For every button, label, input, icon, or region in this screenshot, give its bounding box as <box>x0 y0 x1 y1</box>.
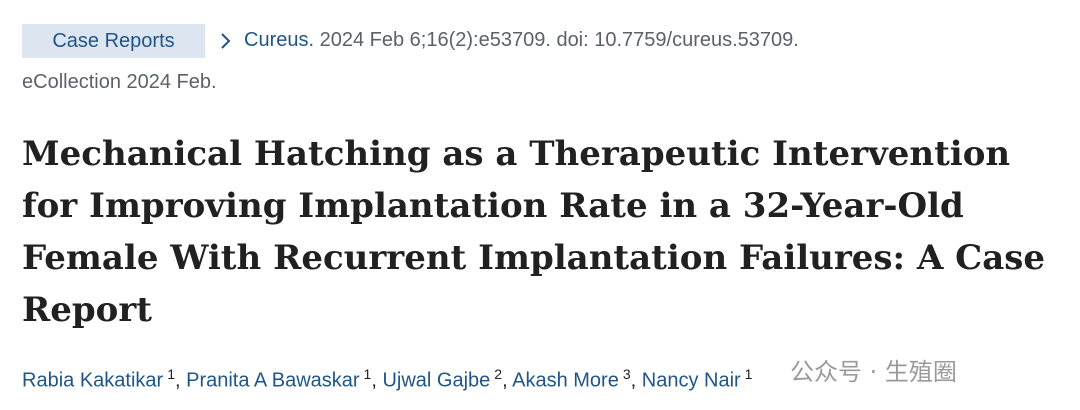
affiliation-number[interactable]: 2 <box>494 366 503 382</box>
author-list: Rabia Kakatikar 1, Pranita A Bawaskar 1, U… <box>22 366 753 392</box>
journal-link[interactable]: Cureus. <box>244 29 315 51</box>
author-name[interactable]: Nancy Nair <box>641 369 741 392</box>
affiliation-number[interactable]: 1 <box>744 366 753 382</box>
citation-line: Cureus. 2024 Feb 6;16(2):e53709. doi: 10… <box>244 29 799 52</box>
watermark: 公众号 · 生殖圈 <box>790 358 957 386</box>
affiliation-number[interactable]: 1 <box>363 366 372 382</box>
author-name[interactable]: Akash More <box>512 369 619 392</box>
author-name[interactable]: Ujwal Gajbe <box>382 369 491 392</box>
affiliation-number[interactable]: 3 <box>622 366 631 382</box>
ecollection: eCollection 2024 Feb. <box>22 71 217 93</box>
citation: 2024 Feb 6;16(2):e53709. doi: 10.7759/cu… <box>319 29 799 51</box>
article-title: Mechanical Hatching as a Therapeutic Int… <box>22 134 1046 330</box>
author-name[interactable]: Rabia Kakatikar <box>22 369 164 392</box>
article-type[interactable]: Case Reports <box>22 24 205 58</box>
affiliation-number[interactable]: 1 <box>167 366 175 382</box>
chevron-icon <box>221 33 231 49</box>
author-name[interactable]: Pranita A Bawaskar <box>186 369 360 392</box>
